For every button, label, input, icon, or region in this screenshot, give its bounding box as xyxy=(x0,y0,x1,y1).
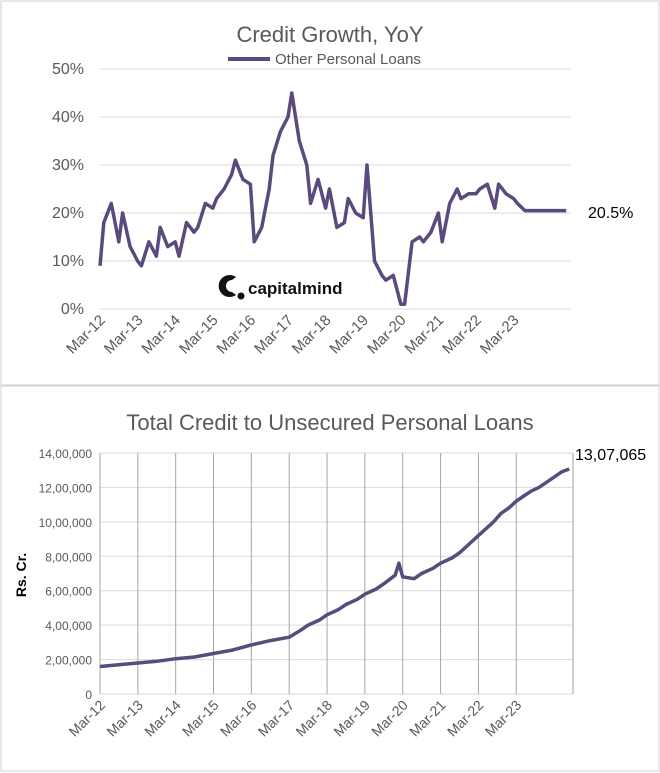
capitalmind-logo-icon xyxy=(218,275,236,297)
y-tick-label: 30% xyxy=(52,157,84,174)
bottom-panel-border xyxy=(0,385,660,772)
y-tick-label: 4,00,000 xyxy=(45,619,92,633)
y-tick-label: 14,00,000 xyxy=(39,447,93,461)
y-tick-label: 0 xyxy=(85,688,92,702)
legend-label: Other Personal Loans xyxy=(275,51,421,68)
y-tick-label: 40% xyxy=(52,109,84,126)
y-tick-label: 50% xyxy=(52,61,84,78)
y-tick-label: 12,00,000 xyxy=(39,481,93,495)
chart2-end-label: 13,07,065 xyxy=(575,447,646,464)
y-tick-label: 0% xyxy=(61,301,84,318)
chart2-series-line xyxy=(99,467,570,669)
y-tick-label: 10% xyxy=(52,253,84,270)
capitalmind-logo: capitalmind xyxy=(218,275,342,300)
y-tick-label: 10,00,000 xyxy=(39,516,93,530)
capitalmind-logo-dot xyxy=(237,292,245,300)
chart1-series-line xyxy=(98,91,567,306)
capitalmind-logo-text: capitalmind xyxy=(248,279,342,298)
y-tick-label: 2,00,000 xyxy=(45,654,92,668)
chart2-title: Total Credit to Unsecured Personal Loans xyxy=(126,410,533,435)
y-tick-label: 20% xyxy=(52,205,84,222)
chart1-title: Credit Growth, YoY xyxy=(236,22,423,47)
y-tick-label: 8,00,000 xyxy=(45,550,92,564)
chart2-ylabel: Rs. Cr. xyxy=(13,553,29,597)
y-tick-label: 6,00,000 xyxy=(45,585,92,599)
chart1-end-label: 20.5% xyxy=(588,205,633,222)
